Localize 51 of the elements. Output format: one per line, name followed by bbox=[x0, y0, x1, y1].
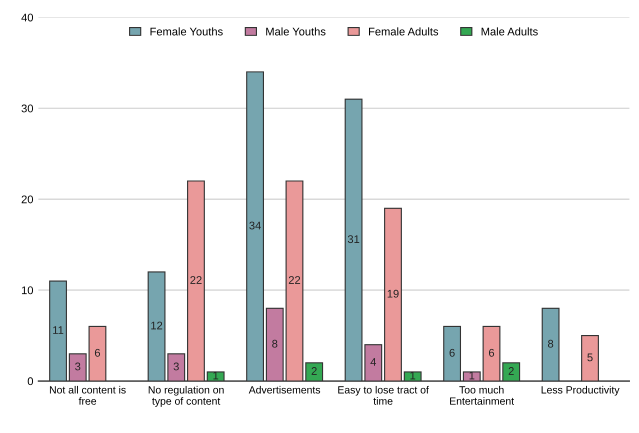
data-label: 31 bbox=[348, 235, 360, 244]
data-label: 2 bbox=[312, 367, 317, 375]
bar bbox=[49, 280, 67, 382]
data-label: 1 bbox=[410, 372, 416, 380]
data-label: 22 bbox=[288, 276, 300, 284]
data-label: 22 bbox=[190, 276, 202, 284]
bar bbox=[344, 98, 363, 382]
data-label: 6 bbox=[94, 348, 100, 357]
data-label: 19 bbox=[388, 290, 399, 298]
legend-label: Female Adults bbox=[369, 27, 438, 36]
x-tick-label: Easy to lose tract of time bbox=[338, 386, 429, 405]
data-label: 3 bbox=[174, 362, 179, 370]
data-label: 6 bbox=[488, 348, 494, 357]
y-tick-label: 30 bbox=[22, 104, 34, 112]
x-tick-label: Too much Entertainment bbox=[450, 386, 514, 405]
data-label: 2 bbox=[508, 367, 514, 375]
bar bbox=[542, 308, 560, 382]
y-tick-label: 0 bbox=[28, 377, 34, 386]
data-label: 1 bbox=[213, 372, 218, 380]
x-tick-label: No regulation on type of content bbox=[148, 386, 224, 407]
data-label: 4 bbox=[370, 358, 376, 366]
x-tick-label: Not all content is free bbox=[50, 386, 126, 405]
data-label: 1 bbox=[470, 372, 474, 380]
data-label: 11 bbox=[53, 326, 64, 334]
data-label: 12 bbox=[151, 322, 162, 330]
bar bbox=[364, 344, 382, 382]
bar bbox=[443, 326, 462, 382]
x-tick-label: Advertisements bbox=[248, 386, 320, 394]
bar bbox=[88, 326, 106, 382]
bar bbox=[148, 271, 166, 382]
y-tick-label: 10 bbox=[22, 286, 34, 294]
data-label: 8 bbox=[272, 340, 278, 348]
data-label: 34 bbox=[249, 222, 261, 230]
legend-label: Male Adults bbox=[482, 27, 538, 36]
y-tick-label: 20 bbox=[22, 195, 34, 204]
legend-label: Female Youths bbox=[150, 27, 223, 36]
bar bbox=[384, 208, 402, 382]
bar bbox=[246, 71, 264, 382]
data-label: 5 bbox=[587, 354, 593, 362]
data-label: 8 bbox=[548, 340, 554, 348]
data-label: 3 bbox=[75, 362, 80, 370]
data-label: 6 bbox=[450, 348, 455, 357]
bar bbox=[266, 308, 284, 382]
bar bbox=[581, 335, 599, 382]
x-tick-label: Less Productivity bbox=[542, 386, 620, 396]
y-tick-label: 40 bbox=[21, 14, 34, 22]
bar bbox=[482, 326, 500, 382]
bar bbox=[502, 362, 520, 382]
bar bbox=[68, 353, 87, 382]
bar bbox=[167, 353, 186, 382]
legend-label: Male Youths bbox=[266, 27, 326, 36]
